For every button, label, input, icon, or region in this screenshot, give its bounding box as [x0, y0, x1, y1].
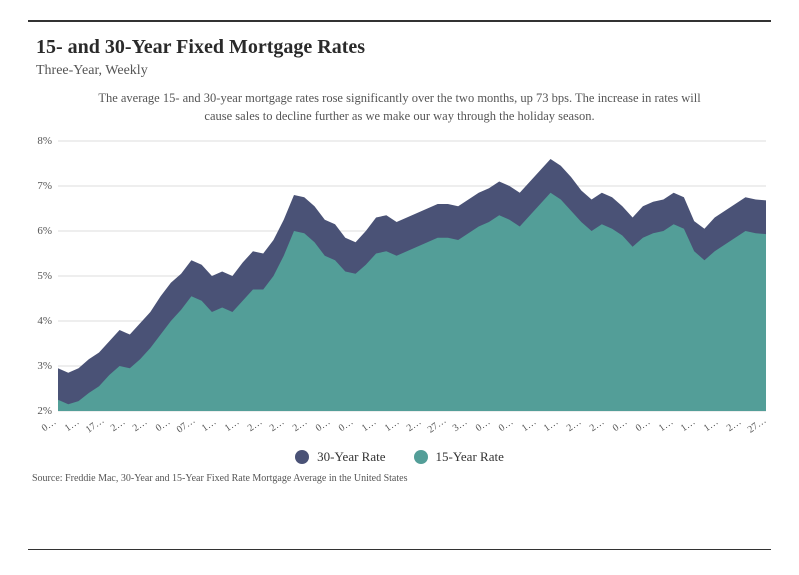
chart-subtitle: Three-Year, Weekly: [36, 63, 771, 79]
chart-title: 15- and 30-Year Fixed Mortgage Rates: [36, 36, 771, 59]
y-tick-label: 7%: [28, 180, 52, 192]
y-tick-label: 3%: [28, 360, 52, 372]
area-chart-svg: [28, 131, 772, 441]
y-tick-label: 2%: [28, 405, 52, 417]
y-tick-label: 8%: [28, 135, 52, 147]
chart-container: 15- and 30-Year Fixed Mortgage Rates Thr…: [28, 20, 771, 550]
chart-source: Source: Freddie Mac, 30-Year and 15-Year…: [32, 473, 771, 484]
y-tick-label: 4%: [28, 315, 52, 327]
chart-plot-area: 2%3%4%5%6%7%8% 0…1…17…2…2…0…07…1…1…2…2…2…: [28, 131, 771, 441]
chart-description: The average 15- and 30-year mortgage rat…: [88, 89, 711, 125]
y-tick-label: 6%: [28, 225, 52, 237]
legend-label-30yr: 30-Year Rate: [317, 449, 385, 465]
y-tick-label: 5%: [28, 270, 52, 282]
